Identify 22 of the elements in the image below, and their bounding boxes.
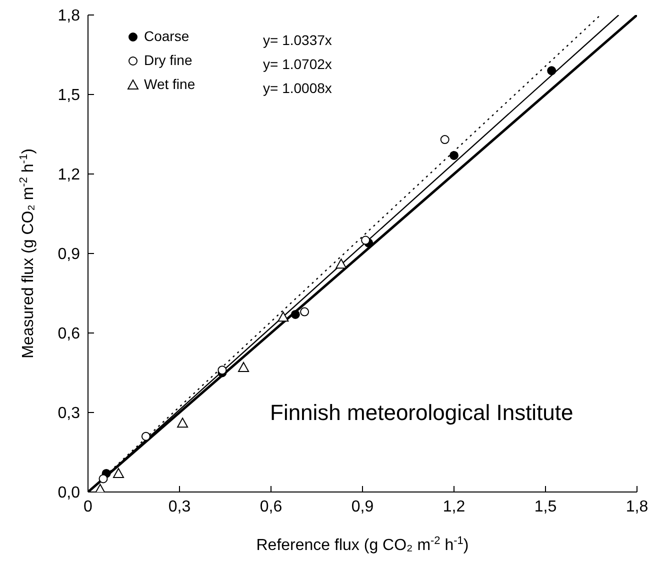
y-tick-label: 0,0 [58,484,80,502]
annotation: y= 1.0702x [263,56,332,72]
annotation: y= 1.0008x [263,80,332,96]
annotation: Finnish meteorological Institute [270,400,574,426]
x-tick-label: 0,6 [260,498,282,516]
legend-label: Wet fine [144,76,196,92]
y-tick-label: 1,5 [58,87,80,104]
legend-label: Coarse [144,28,190,44]
legend-label: Dry fine [144,52,192,68]
x-tick-label: 1,2 [442,498,466,516]
x-axis-title: Reference flux (g CO₂ m$^{-2}$ h$^{-1}$) [256,535,469,554]
y-tick-label: 0,6 [58,326,80,343]
y-tick-label: 0,3 [58,405,80,422]
x-tick-label: 0,3 [168,498,191,516]
x-tick-label: 1,5 [534,498,557,516]
y-tick-label: 1,8 [58,8,80,25]
y-tick-label: 1,2 [58,166,80,184]
y-tick-label: 0,9 [58,246,80,264]
x-tick-label: 0 [84,498,93,516]
x-tick-label: 1,8 [626,498,648,516]
x-tick-label: 0,9 [351,498,374,516]
annotation: y= 1.0337x [263,32,332,48]
